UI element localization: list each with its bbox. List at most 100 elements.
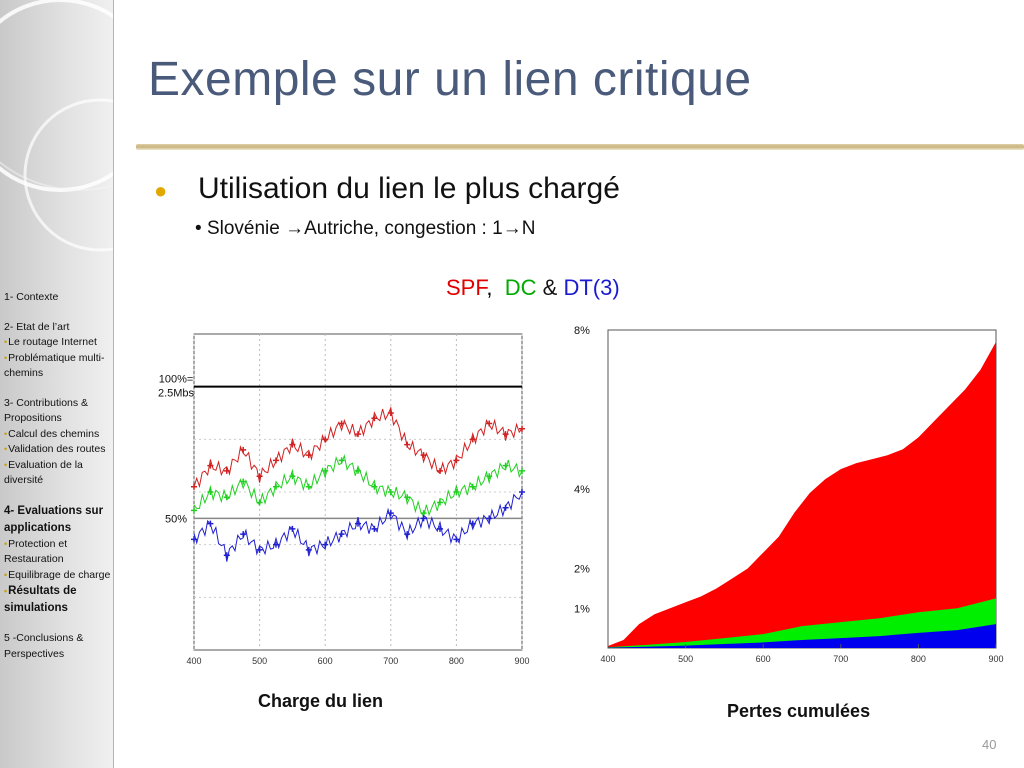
caption-charge-du-lien: Charge du lien xyxy=(258,691,384,711)
data-point xyxy=(371,415,378,422)
data-point xyxy=(305,452,312,459)
data-point xyxy=(191,507,197,514)
area-series xyxy=(608,341,996,648)
y-tick-label: 2% xyxy=(574,564,590,576)
bullet-sub-dot-icon: • xyxy=(195,218,207,239)
sidebar-item-etat-de-lart[interactable]: 2- Etat de l’art xyxy=(4,320,70,333)
series-line xyxy=(193,453,523,518)
sidebar-subitem-protection[interactable]: Protection et Restauration xyxy=(4,537,112,568)
bullet-sub-prefix: Slovénie xyxy=(206,218,286,239)
legend-separator: , xyxy=(486,275,493,300)
data-point xyxy=(437,499,443,506)
data-point xyxy=(207,489,214,495)
data-point xyxy=(502,504,509,511)
data-point xyxy=(486,420,493,427)
bullet-sub: • Slovénie →Autriche, congestion : 1→N xyxy=(195,218,535,240)
data-point xyxy=(223,494,230,501)
data-point xyxy=(355,520,361,527)
reference-label: 100%= xyxy=(159,374,194,386)
sidebar-item-conclusions[interactable]: 5 -Conclusions & Perspectives xyxy=(4,632,84,660)
sidebar-subitem-routage[interactable]: Le routage Internet xyxy=(4,335,112,351)
sidebar-subitem-evaluation-diversite[interactable]: Evaluation de la diversité xyxy=(4,458,112,489)
y-tick-label: 8% xyxy=(574,325,590,337)
data-point xyxy=(437,467,443,474)
data-point xyxy=(207,520,214,527)
data-point xyxy=(322,467,329,474)
chart-charge-du-lien: 100%= 2.5Mbs 50% 400 500 600 700 800 900 xyxy=(158,333,530,666)
data-point xyxy=(289,473,296,480)
data-point xyxy=(191,536,197,543)
data-point xyxy=(387,489,394,495)
data-point xyxy=(502,431,509,438)
chart-legend: SPF, DC & DT(3) xyxy=(446,275,620,301)
data-point xyxy=(371,525,378,532)
data-point xyxy=(273,541,279,548)
data-point xyxy=(486,473,493,480)
data-point xyxy=(420,452,427,459)
arrow-right-icon: → xyxy=(502,218,522,239)
x-tick-label: 500 xyxy=(678,654,693,664)
x-tick-label: 900 xyxy=(514,656,529,666)
x-tick-label: 900 xyxy=(988,654,1003,664)
data-point xyxy=(404,441,411,448)
x-tick-label: 400 xyxy=(186,656,201,666)
data-point xyxy=(191,483,197,490)
data-point xyxy=(453,536,460,543)
data-point xyxy=(519,489,525,495)
bullet-sub-suffix: N xyxy=(521,218,536,239)
data-point xyxy=(355,467,361,474)
data-point xyxy=(486,515,493,522)
data-point xyxy=(273,457,279,464)
data-point xyxy=(289,441,296,448)
sidebar-subitem-problematique[interactable]: Problématique multi-chemins xyxy=(4,351,112,382)
data-point xyxy=(322,436,329,443)
bullet-main-text: Utilisation du lien le plus chargé xyxy=(198,172,620,205)
sidebar-subitem-calcul[interactable]: Calcul des chemins xyxy=(4,427,112,443)
arrow-right-icon: → xyxy=(285,218,305,239)
data-point xyxy=(453,457,460,464)
data-point xyxy=(240,531,247,538)
data-point xyxy=(240,478,247,485)
bullet-sub-middle: Autriche, congestion : 1 xyxy=(304,218,503,239)
sidebar-item-contexte[interactable]: 1- Contexte xyxy=(4,291,59,303)
slide-title: Exemple sur un lien critique xyxy=(148,53,752,106)
data-point xyxy=(387,410,394,416)
data-point xyxy=(289,525,296,532)
decorative-circles xyxy=(0,0,113,252)
data-point xyxy=(240,446,247,453)
x-tick-label: 400 xyxy=(600,654,615,664)
data-point xyxy=(305,546,312,553)
data-point xyxy=(519,425,525,432)
sidebar-subitem-resultats-current[interactable]: Résultats de simulations xyxy=(4,583,112,617)
data-point xyxy=(469,436,476,443)
data-point xyxy=(502,462,509,469)
bullet-dot-icon: ● xyxy=(154,178,168,203)
data-point xyxy=(404,494,411,501)
data-point xyxy=(338,420,345,427)
data-point xyxy=(223,467,230,474)
reference-label: 2.5Mbs xyxy=(158,388,195,400)
data-point xyxy=(519,467,525,474)
legend-dt: DT(3) xyxy=(563,275,620,300)
sidebar-item-evaluations-current[interactable]: 4- Evaluations sur applications xyxy=(4,504,104,534)
legend-amp: & xyxy=(542,275,558,300)
sidebar-subitem-validation[interactable]: Validation des routes xyxy=(4,442,112,458)
caption-pertes-cumulees: Pertes cumulées xyxy=(727,701,871,721)
x-tick-label: 500 xyxy=(252,656,267,666)
data-point xyxy=(404,531,411,538)
chart-pertes-cumulees: 8% 4% 2% 1% 400 500 600 700 800 900 xyxy=(574,325,1004,664)
reference-label: 50% xyxy=(165,513,187,525)
legend-dc: DC xyxy=(504,275,537,300)
data-point xyxy=(371,483,378,490)
plot-area-left xyxy=(193,333,523,651)
data-point xyxy=(223,552,230,559)
data-point xyxy=(338,531,345,538)
data-point xyxy=(256,546,263,553)
sidebar-outline: 1- Contexte 2- Etat de l’art Le routage … xyxy=(4,290,112,662)
sidebar-subitem-equilibrage[interactable]: Equilibrage de charge xyxy=(4,568,112,584)
x-tick-label: 700 xyxy=(383,656,398,666)
sidebar-item-contributions[interactable]: 3- Contributions & Propositions xyxy=(4,396,89,425)
data-point xyxy=(256,473,263,480)
data-point xyxy=(322,541,329,548)
legend-spf: SPF xyxy=(446,275,487,300)
